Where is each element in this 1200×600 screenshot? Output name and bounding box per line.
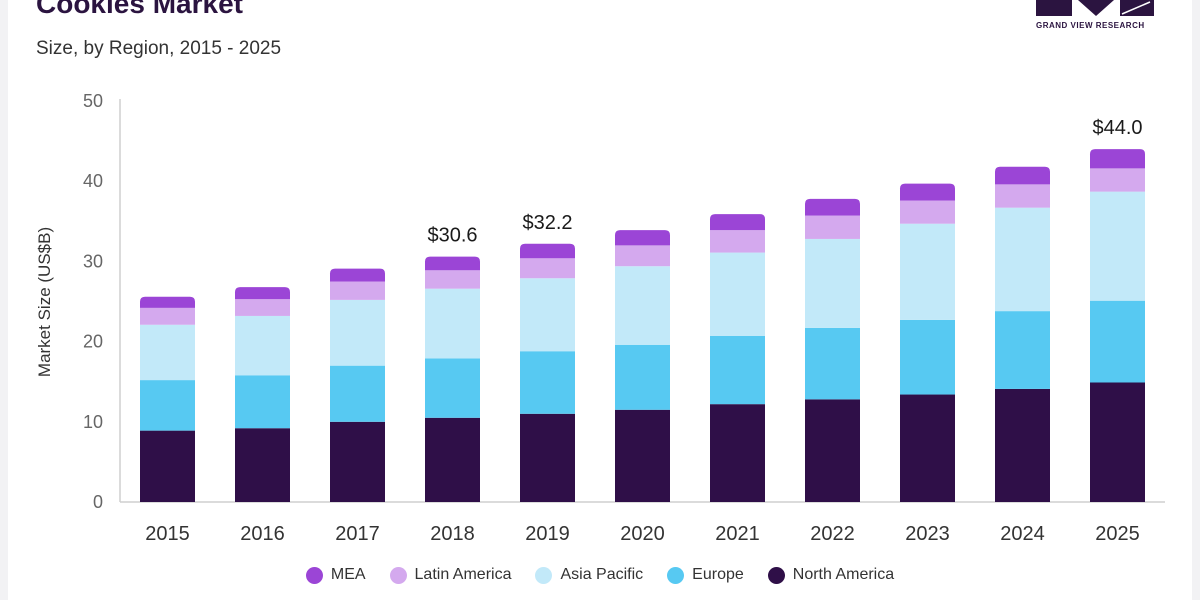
bar-2024-latin-america — [995, 184, 1050, 208]
bar-2015-latin-america — [140, 307, 195, 325]
legend-label-europe: Europe — [692, 566, 744, 583]
x-tick-label-2017: 2017 — [335, 523, 380, 545]
bar-2022-latin-america — [805, 215, 860, 239]
bar-2023-asia-pacific — [900, 223, 955, 320]
y-tick-label-40: 40 — [83, 171, 103, 191]
bar-2019-latin-america — [520, 258, 575, 279]
legend-swatch-asia-pacific — [535, 566, 553, 584]
bar-2022-europe — [805, 327, 860, 400]
y-tick-label-10: 10 — [83, 412, 103, 432]
bar-2019-asia-pacific — [520, 278, 575, 352]
y-tick-label-20: 20 — [83, 332, 103, 352]
bar-2024-mea — [995, 166, 1050, 185]
legend-label-north-america: North America — [792, 566, 895, 583]
bar-2021-mea — [710, 214, 765, 231]
x-tick-label-2024: 2024 — [1000, 523, 1045, 545]
bar-2015-europe — [140, 380, 195, 431]
bar-2015-mea — [140, 296, 195, 308]
x-tick-label-2016: 2016 — [240, 523, 285, 545]
bar-2017-europe — [330, 365, 385, 422]
grand-view-research-logo — [1036, 0, 1154, 16]
legend-item-north-america: North America — [767, 566, 895, 584]
bar-2017-latin-america — [330, 281, 385, 300]
bar-2015-north-america — [140, 430, 195, 502]
bar-2021-north-america — [710, 404, 765, 502]
bar-2017-north-america — [330, 421, 385, 502]
bar-2020-north-america — [615, 409, 670, 502]
legend-item-europe: Europe — [667, 566, 744, 584]
bar-2024-north-america — [995, 388, 1050, 502]
legend-item-latin-america: Latin America — [389, 566, 512, 584]
bar-2022-mea — [805, 198, 860, 216]
x-tick-label-2020: 2020 — [620, 523, 665, 545]
legend-label-mea: MEA — [330, 566, 366, 583]
bar-2020-latin-america — [615, 245, 670, 267]
legend-swatch-latin-america — [389, 566, 407, 584]
bar-2018-europe — [425, 358, 480, 418]
bar-2023-europe — [900, 319, 955, 395]
bar-2015-asia-pacific — [140, 324, 195, 381]
legend-swatch-north-america — [767, 566, 785, 584]
bar-2017-asia-pacific — [330, 299, 385, 366]
bar-2016-north-america — [235, 428, 290, 502]
bar-2025-europe — [1090, 300, 1145, 383]
bar-2023-latin-america — [900, 200, 955, 224]
x-tick-label-2025: 2025 — [1095, 523, 1140, 545]
bar-2021-asia-pacific — [710, 252, 765, 336]
x-tick-label-2021: 2021 — [715, 523, 760, 545]
bar-2018-latin-america — [425, 270, 480, 289]
bar-2021-latin-america — [710, 230, 765, 253]
bar-2019-europe — [520, 351, 575, 414]
bar-2022-north-america — [805, 399, 860, 502]
bar-2019-mea — [520, 243, 575, 259]
bar-2022-asia-pacific — [805, 238, 860, 328]
x-tick-label-2022: 2022 — [810, 523, 855, 545]
bar-2024-asia-pacific — [995, 207, 1050, 312]
x-tick-label-2018: 2018 — [430, 523, 475, 545]
chart-card — [8, 0, 1192, 600]
bar-2023-mea — [900, 183, 955, 201]
bar-2023-north-america — [900, 394, 955, 502]
chart-subtitle: Size, by Region, 2015 - 2025 — [36, 38, 282, 59]
total-label-2025: $44.0 — [1092, 117, 1142, 139]
bar-2016-mea — [235, 287, 290, 300]
chart-title: Cookies Market — [36, 0, 243, 19]
y-tick-label-30: 30 — [83, 251, 103, 271]
bar-2018-asia-pacific — [425, 288, 480, 359]
stacked-bar-chart: 0 10 20 30 40 50 Market Size (US$B) 2015 2016 201… — [35, 91, 1165, 545]
bar-2025-asia-pacific — [1090, 191, 1145, 301]
x-tick-label-2019: 2019 — [525, 523, 570, 545]
legend-label-latin-america: Latin America — [414, 566, 512, 583]
bar-2025-mea — [1090, 149, 1145, 169]
bar-2016-latin-america — [235, 299, 290, 316]
chart-legend: MEA Latin America Asia Pacific Europe North … — [0, 566, 1200, 584]
bar-2016-asia-pacific — [235, 315, 290, 376]
y-tick-label-0: 0 — [93, 492, 103, 512]
bar-2020-europe — [615, 344, 670, 410]
bar-2025-north-america — [1090, 382, 1145, 502]
y-tick-label-50: 50 — [83, 91, 103, 111]
bar-2024-europe — [995, 311, 1050, 389]
total-label-2019: $32.2 — [522, 212, 572, 234]
legend-label-asia-pacific: Asia Pacific — [560, 566, 644, 583]
bar-2019-north-america — [520, 413, 575, 502]
logo-text: GRAND VIEW RESEARCH — [1036, 21, 1145, 30]
legend-swatch-europe — [667, 566, 685, 584]
bar-2021-europe — [710, 335, 765, 405]
bar-2017-mea — [330, 268, 385, 282]
legend-item-mea: MEA — [305, 566, 366, 584]
x-tick-label-2023: 2023 — [905, 523, 950, 545]
y-axis-label: Market Size (US$B) — [35, 227, 54, 377]
total-label-2018: $30.6 — [427, 225, 477, 247]
bar-2016-europe — [235, 375, 290, 429]
legend-item-asia-pacific: Asia Pacific — [535, 566, 643, 584]
bar-2020-asia-pacific — [615, 266, 670, 345]
legend-swatch-mea — [305, 566, 323, 584]
bar-2018-mea — [425, 256, 480, 271]
bar-2018-north-america — [425, 417, 480, 502]
bar-2020-mea — [615, 230, 670, 246]
bar-2025-latin-america — [1090, 168, 1145, 192]
x-tick-label-2015: 2015 — [145, 523, 190, 545]
